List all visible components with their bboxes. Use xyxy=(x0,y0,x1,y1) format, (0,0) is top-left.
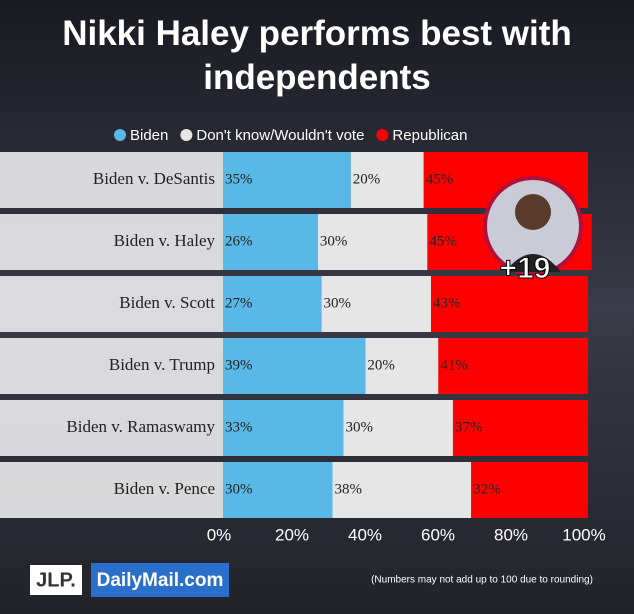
row-band xyxy=(0,152,223,208)
bar-segment xyxy=(431,276,588,332)
legend-label: Don't know/Wouldn't vote xyxy=(196,127,364,144)
chart-title: Nikki Haley performs best with independe… xyxy=(62,14,572,97)
bar-segment xyxy=(223,338,366,394)
value-label: 20% xyxy=(353,171,381,187)
legend-swatch xyxy=(180,129,193,141)
legend-swatch xyxy=(114,129,126,141)
bar-segment xyxy=(321,276,432,332)
bar-segment xyxy=(317,214,428,270)
note: (Numbers may not add up to 100 due to ro… xyxy=(371,575,593,586)
logo-box xyxy=(30,565,82,595)
y-tick-label: Biden v. Trump xyxy=(109,355,215,374)
bar-segment xyxy=(223,214,318,270)
value-label: 27% xyxy=(225,295,253,311)
bar-segment xyxy=(438,338,588,394)
value-label: 45% xyxy=(429,233,457,249)
value-label: 45% xyxy=(426,171,454,187)
value-label: 37% xyxy=(455,419,483,435)
value-label: 30% xyxy=(345,419,373,435)
annotation: +19 xyxy=(500,252,551,285)
y-tick-label: Biden v. Ramaswamy xyxy=(66,417,215,436)
value-label: 30% xyxy=(324,295,352,311)
y-tick-label: Biden v. Pence xyxy=(114,479,215,498)
y-tick-label: Biden v. Scott xyxy=(119,293,215,312)
x-tick-label: 60% xyxy=(421,525,455,544)
bar-segment xyxy=(452,400,588,456)
y-tick-label: Biden v. DeSantis xyxy=(93,169,215,188)
value-label: 41% xyxy=(440,357,468,373)
row-band xyxy=(0,400,223,456)
value-label: 20% xyxy=(367,357,395,373)
bar-segment xyxy=(223,276,322,332)
row-band xyxy=(0,276,223,332)
x-tick-label: 80% xyxy=(494,525,528,544)
x-tick-label: 20% xyxy=(275,525,309,544)
x-tick-label: 0% xyxy=(207,525,232,544)
value-label: 38% xyxy=(335,481,363,497)
logo: JLP. xyxy=(36,569,76,591)
row-band xyxy=(0,338,223,394)
value-label: 39% xyxy=(225,357,253,373)
value-label: 35% xyxy=(225,171,253,187)
photo-face xyxy=(515,194,551,230)
value-label: 43% xyxy=(433,295,461,311)
bar-segment xyxy=(223,462,333,518)
bar-segment xyxy=(350,152,424,208)
row-band xyxy=(0,462,223,518)
bar-segment xyxy=(365,338,439,394)
photo-body xyxy=(505,254,561,272)
legend-swatch xyxy=(376,129,389,141)
legend-label: Republican xyxy=(392,127,467,144)
bar-segment xyxy=(223,152,351,208)
value-label: 30% xyxy=(225,481,253,497)
logo: DailyMail.com xyxy=(97,570,224,591)
x-tick-label: 100% xyxy=(562,525,605,544)
legend-label: Biden xyxy=(130,127,168,144)
value-label: 33% xyxy=(225,419,253,435)
bar-segment xyxy=(343,400,453,456)
value-label: 30% xyxy=(320,233,348,249)
bar-segment xyxy=(332,462,472,518)
bar-segment xyxy=(223,400,344,456)
value-label: 32% xyxy=(473,481,501,497)
x-tick-label: 40% xyxy=(348,525,382,544)
logo-box xyxy=(91,563,229,597)
y-tick-label: Biden v. Haley xyxy=(114,231,216,250)
row-band xyxy=(0,214,223,270)
value-label: 26% xyxy=(225,233,253,249)
bar-segment xyxy=(471,462,588,518)
